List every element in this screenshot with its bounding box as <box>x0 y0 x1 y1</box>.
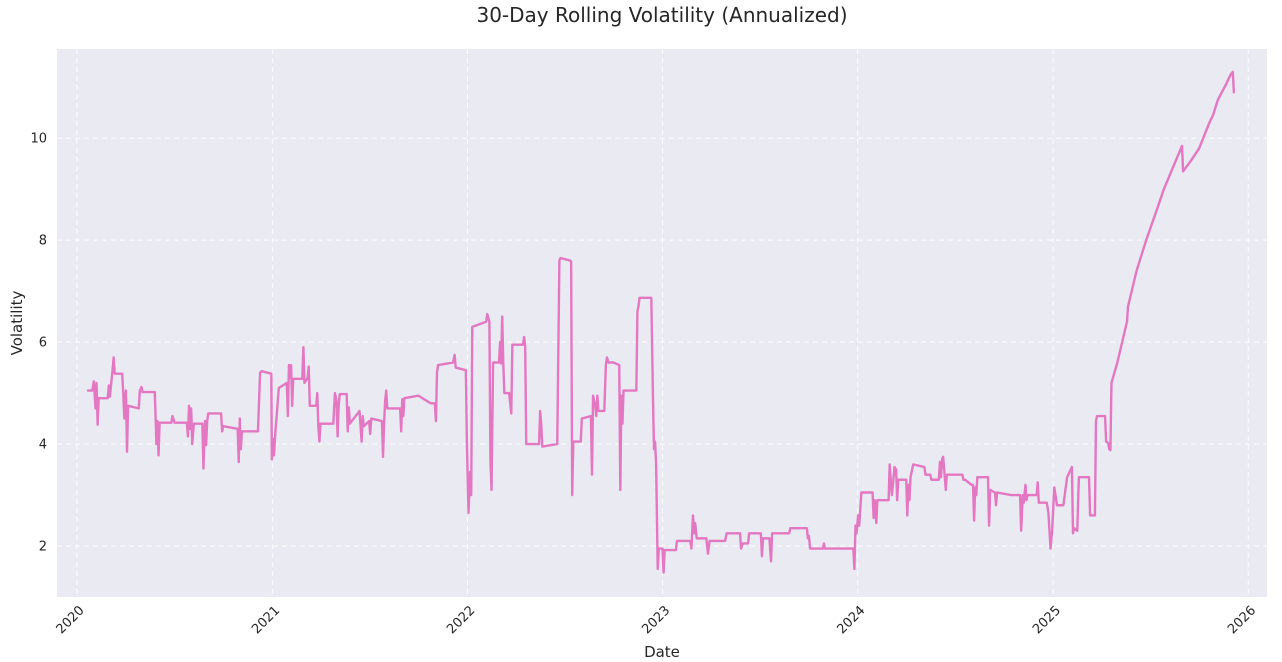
x-axis-ticks: 2020 2021 2022 2023 2024 2025 2026 <box>54 603 1260 637</box>
series-layer <box>86 70 1236 574</box>
chart-title: 30-Day Rolling Volatility (Annualized) <box>476 3 847 27</box>
x-tick-label: 2020 <box>54 603 88 637</box>
x-tick-label: 2025 <box>1030 603 1064 637</box>
x-tick-label: 2023 <box>639 603 673 637</box>
y-tick-label: 4 <box>39 438 47 453</box>
y-axis-label: Volatility <box>8 290 26 355</box>
y-tick-label: 8 <box>39 234 47 249</box>
x-tick-label: 2022 <box>444 603 478 637</box>
y-tick-label: 6 <box>39 336 47 351</box>
series-line <box>86 70 1236 574</box>
y-tick-label: 2 <box>39 540 47 555</box>
y-tick-label: 10 <box>30 132 47 147</box>
plot-area <box>57 49 1267 597</box>
x-tick-label: 2026 <box>1225 603 1259 637</box>
x-tick-label: 2024 <box>834 603 868 637</box>
y-axis-ticks: 2 4 6 8 10 <box>30 132 47 555</box>
x-tick-label: 2021 <box>249 603 283 637</box>
grid-lines <box>57 49 1267 597</box>
x-axis-label: Date <box>644 643 680 661</box>
